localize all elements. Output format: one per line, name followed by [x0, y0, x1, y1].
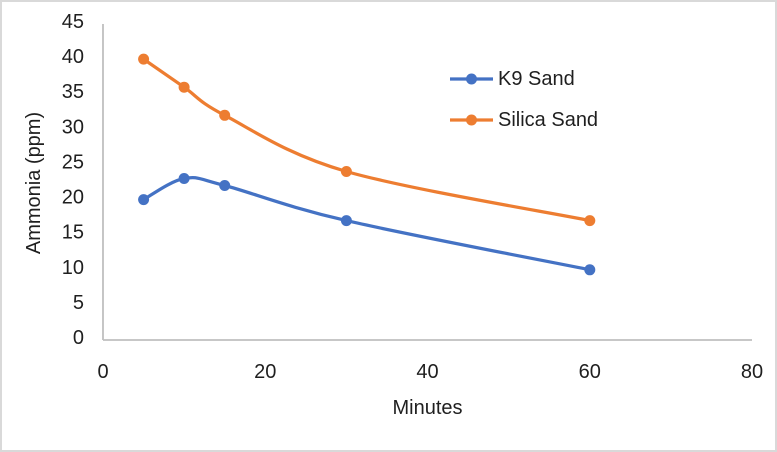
legend-label: Silica Sand: [498, 109, 598, 131]
y-axis-title: Ammonia (ppm): [23, 112, 45, 254]
data-point-marker: [178, 173, 190, 184]
data-point-marker: [340, 215, 352, 227]
data-point-marker: [584, 215, 596, 227]
data-point-marker: [340, 166, 352, 177]
legend-item-k9-sand[interactable]: K9 Sand: [450, 68, 575, 90]
y-axis-tick-label: 5: [73, 292, 84, 314]
legend-marker-sample: [466, 73, 477, 85]
x-axis-tick-label: 20: [254, 361, 276, 383]
series-silica-sand[interactable]: [138, 53, 596, 227]
y-axis-tick-label: 15: [62, 222, 84, 244]
series-k9-sand[interactable]: [138, 173, 596, 276]
data-point-marker: [219, 180, 231, 191]
x-axis-tick-label: 0: [97, 361, 108, 383]
y-axis-tick-label: 0: [73, 327, 84, 349]
data-point-marker: [178, 81, 190, 93]
legend-marker-sample: [466, 114, 477, 126]
data-point-marker: [138, 53, 150, 65]
x-axis-tick-label: 40: [416, 361, 438, 383]
data-point-marker: [138, 194, 150, 206]
plot-area[interactable]: [103, 24, 752, 340]
legend-item-silica-sand[interactable]: Silica Sand: [450, 109, 598, 131]
y-axis-tick-label: 45: [62, 11, 84, 33]
y-axis-tick-label: 25: [62, 151, 84, 173]
y-axis-tick-label: 40: [62, 46, 84, 68]
y-axis-tick-label: 20: [62, 187, 84, 209]
legend-label: K9 Sand: [498, 68, 575, 90]
y-axis-tick-label: 35: [62, 81, 84, 103]
data-point-marker: [219, 109, 231, 121]
x-axis-title: Minutes: [392, 397, 462, 419]
data-point-marker: [584, 264, 596, 276]
y-axis-tick-label: 10: [62, 257, 84, 279]
y-axis-tick-label: 30: [62, 116, 84, 138]
x-axis-tick-label: 60: [579, 361, 601, 383]
x-axis-tick-label: 80: [741, 361, 763, 383]
